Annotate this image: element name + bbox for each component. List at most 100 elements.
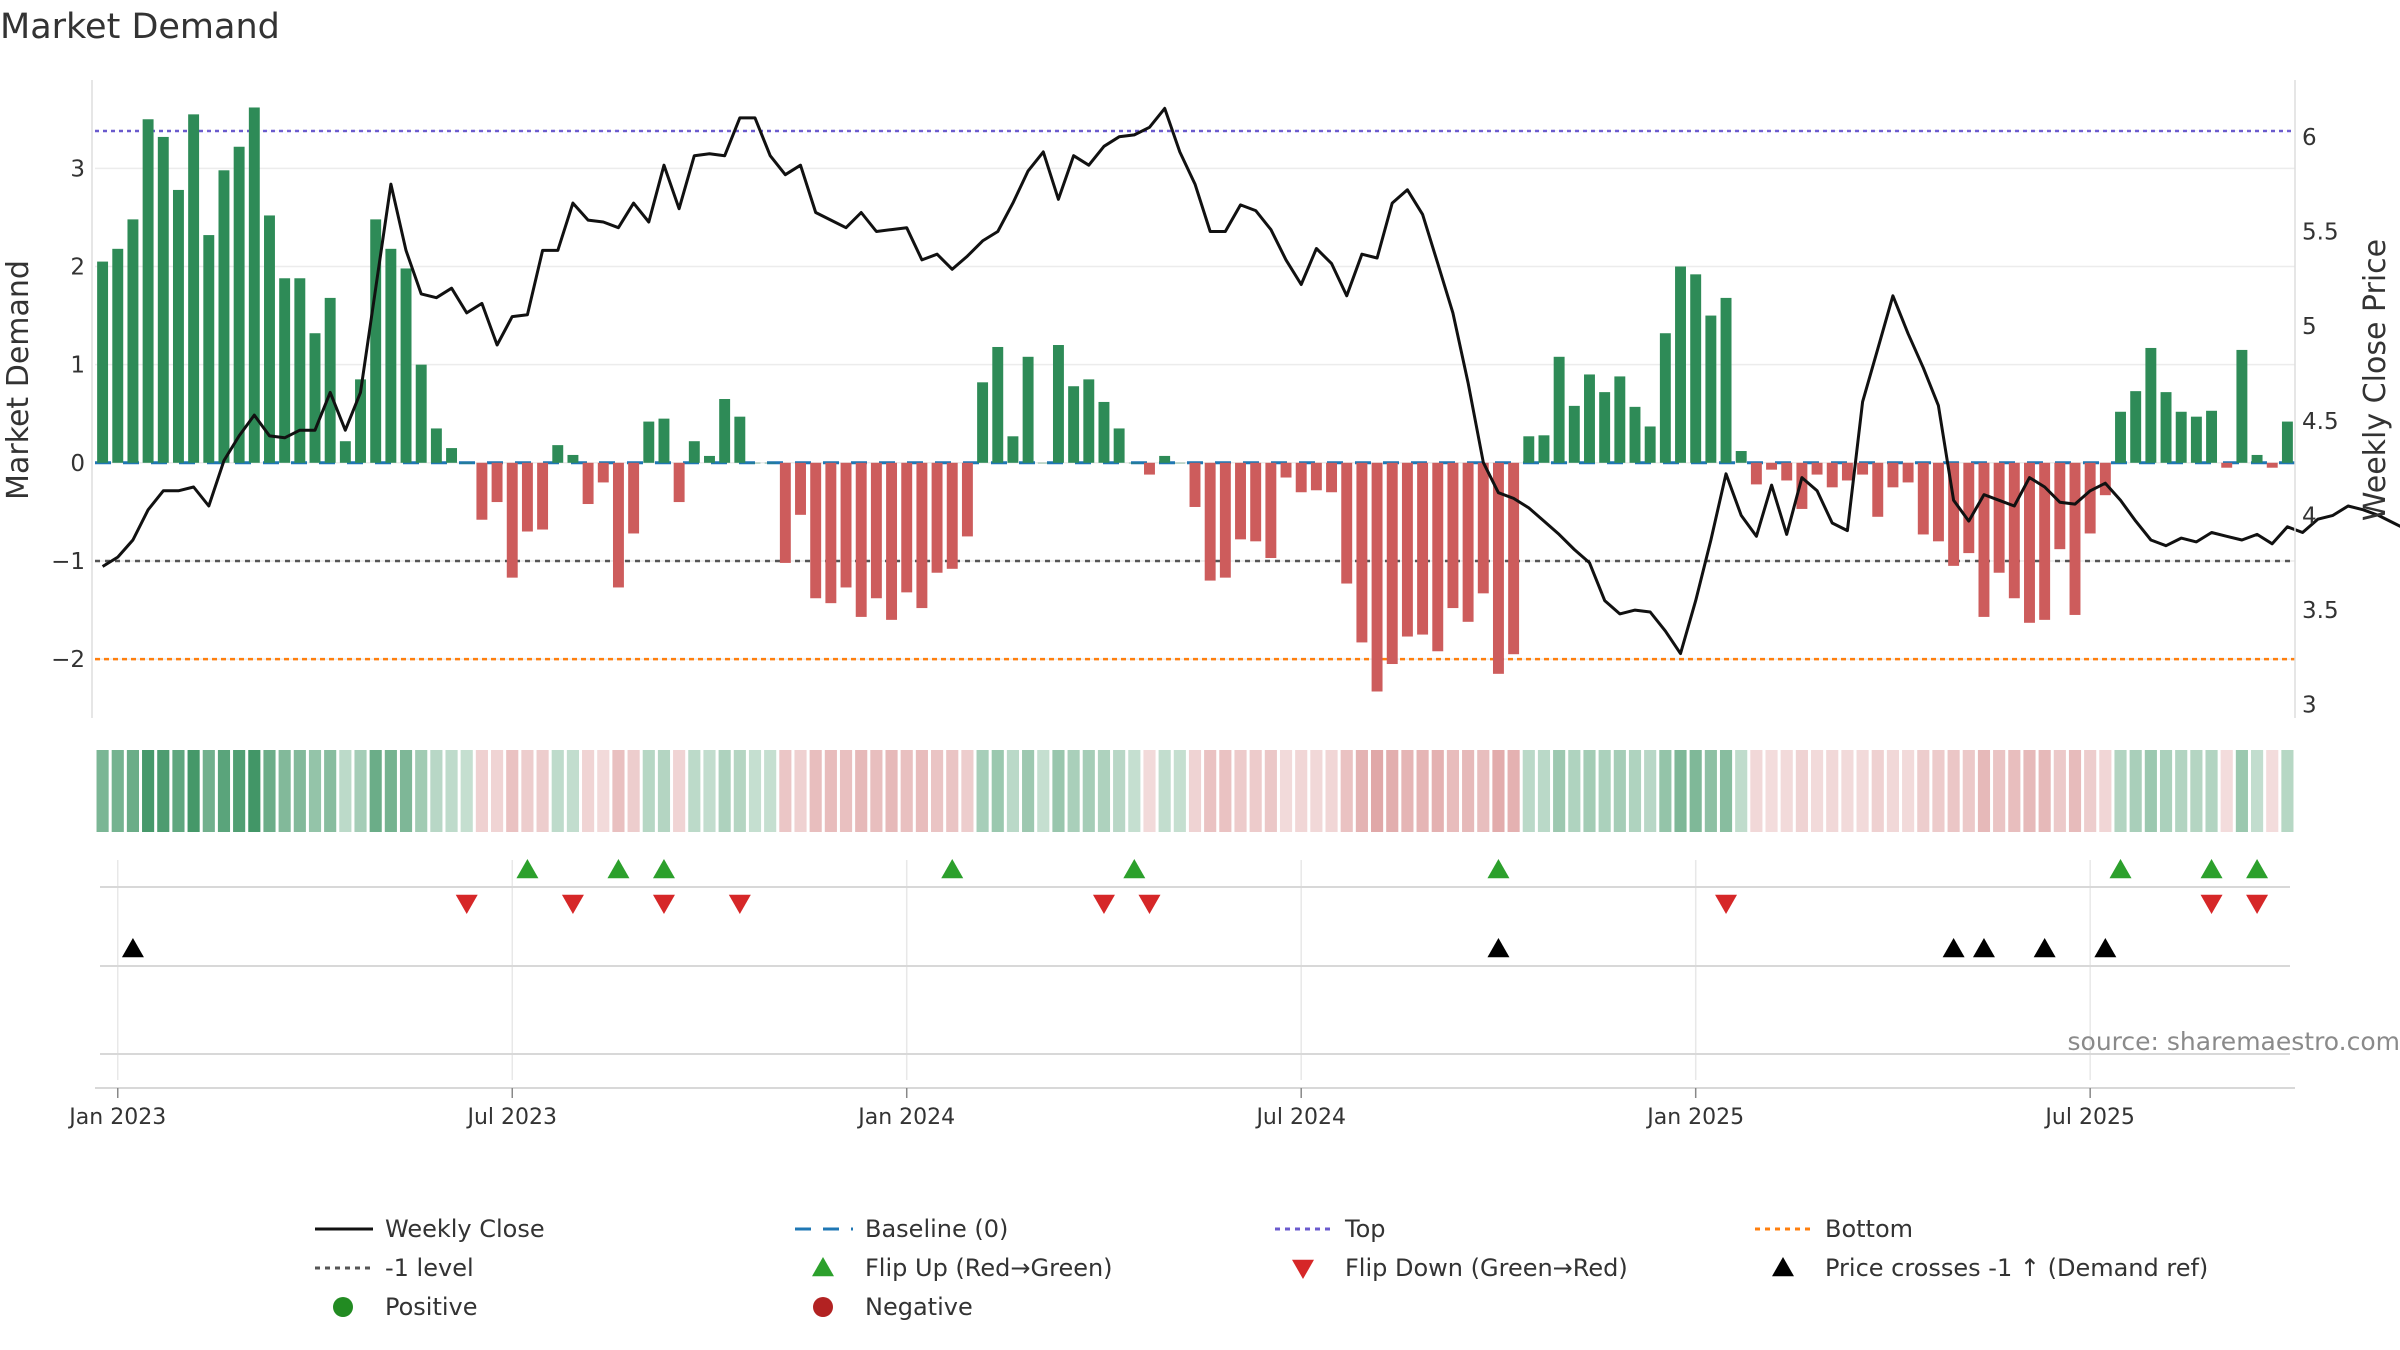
demand-bar [1750,462,1762,485]
heat-cell [142,750,155,832]
demand-bar [1341,462,1353,584]
heat-cell [961,750,974,832]
x-tick-label: Jan 2024 [856,1105,955,1130]
demand-bar [1675,266,1686,463]
demand-bar [1887,462,1899,488]
demand-bar [886,462,898,620]
heat-cell [870,750,883,832]
heat-cell [475,750,488,832]
heat-cell [1765,750,1778,832]
demand-bar [688,441,700,463]
y-tick-label: 2 [70,254,85,280]
demand-bar [1235,462,1246,540]
demand-bar [157,136,169,463]
demand-bar [2008,462,2020,599]
demand-bar [1584,374,1595,463]
demand-bar [2206,410,2218,463]
flip-down-marker [2200,894,2223,914]
legend-label: Baseline (0) [865,1215,1008,1243]
demand-bar [233,146,245,463]
demand-bars [97,107,2293,692]
heat-cell [1234,750,1247,832]
demand-bar [1113,428,1125,463]
heat-cell [1644,750,1657,832]
demand-bar [1356,462,1368,643]
demand-bar [1326,462,1338,493]
heat-cell [415,750,428,832]
demand-bar [2130,391,2142,463]
heat-cell [915,750,928,832]
demand-bar [719,399,731,463]
demand-bar [1174,462,1186,464]
heat-cell [2099,750,2112,832]
heat-cell [1795,750,1808,832]
demand-bar [992,346,1004,463]
demand-bar [961,462,973,537]
demand-bar [476,462,488,520]
heat-cell [1750,750,1763,832]
heat-cell [233,750,246,832]
heat-cell [1962,750,1975,832]
price-line-group [101,106,2400,656]
demand-bar [2281,421,2293,463]
demand-bar [1841,462,1853,481]
demand-bar [1371,462,1383,692]
heat-cell [217,750,231,832]
heat-cell [2129,750,2142,832]
demand-bar [324,297,336,463]
legend-label: Flip Up (Red→Green) [865,1254,1113,1282]
heat-cell [855,750,868,832]
flip-up-marker [2200,859,2223,879]
heat-cell [1553,750,1566,832]
demand-bar [1204,462,1216,581]
heat-cell [521,750,534,832]
demand-bar [1477,462,1489,594]
legend-label: Bottom [1825,1215,1913,1243]
heat-cell [1158,750,1171,832]
demand-bar [749,462,761,464]
demand-bar [1447,462,1459,609]
flip-up-marker [607,859,630,879]
heat-cell [1537,750,1551,832]
heat-cell [339,750,352,832]
demand-bar [491,462,503,503]
heat-cell [885,750,898,832]
demand-bar [446,448,458,463]
heat-cell [551,750,564,832]
heat-cell [126,750,139,832]
heat-cell [1917,750,1930,832]
heat-cell [1022,750,1035,832]
x-tick-label: Jul 2025 [2043,1105,2135,1130]
legend-label: Negative [865,1293,973,1321]
demand-bar [1159,455,1171,463]
demand-bar [1690,274,1702,463]
legend-label: Top [1344,1215,1386,1243]
demand-bar [855,462,867,617]
demand-bar [1189,462,1201,507]
heat-cell [1188,750,1202,832]
demand-bar [1659,333,1671,463]
heat-cell [566,750,579,832]
grid-lines [95,167,2295,1080]
heat-cell [1902,750,1915,832]
heat-cell [536,750,549,832]
heat-cell [111,750,124,832]
heat-cell [779,750,792,832]
demand-bar [1219,462,1231,578]
demand-bar [1720,297,1732,463]
heat-cell [384,750,397,832]
heat-cell [1856,750,1869,832]
demand-bar [2160,392,2172,463]
y2-tick-label: 6 [2302,125,2317,151]
legend: Weekly Close Baseline (0) Top Bottom -1 leve… [315,1215,2208,1321]
demand-bar [552,445,564,463]
heat-cell [1932,750,1945,832]
demand-bar [188,114,200,463]
heat-cell [430,750,443,832]
legend-swatch-triangle-up [1772,1257,1794,1277]
demand-bar [1250,462,1262,542]
heat-cell [1674,750,1687,832]
demand-bar [764,462,776,464]
heat-cell [157,750,170,832]
heat-cell [506,750,519,832]
